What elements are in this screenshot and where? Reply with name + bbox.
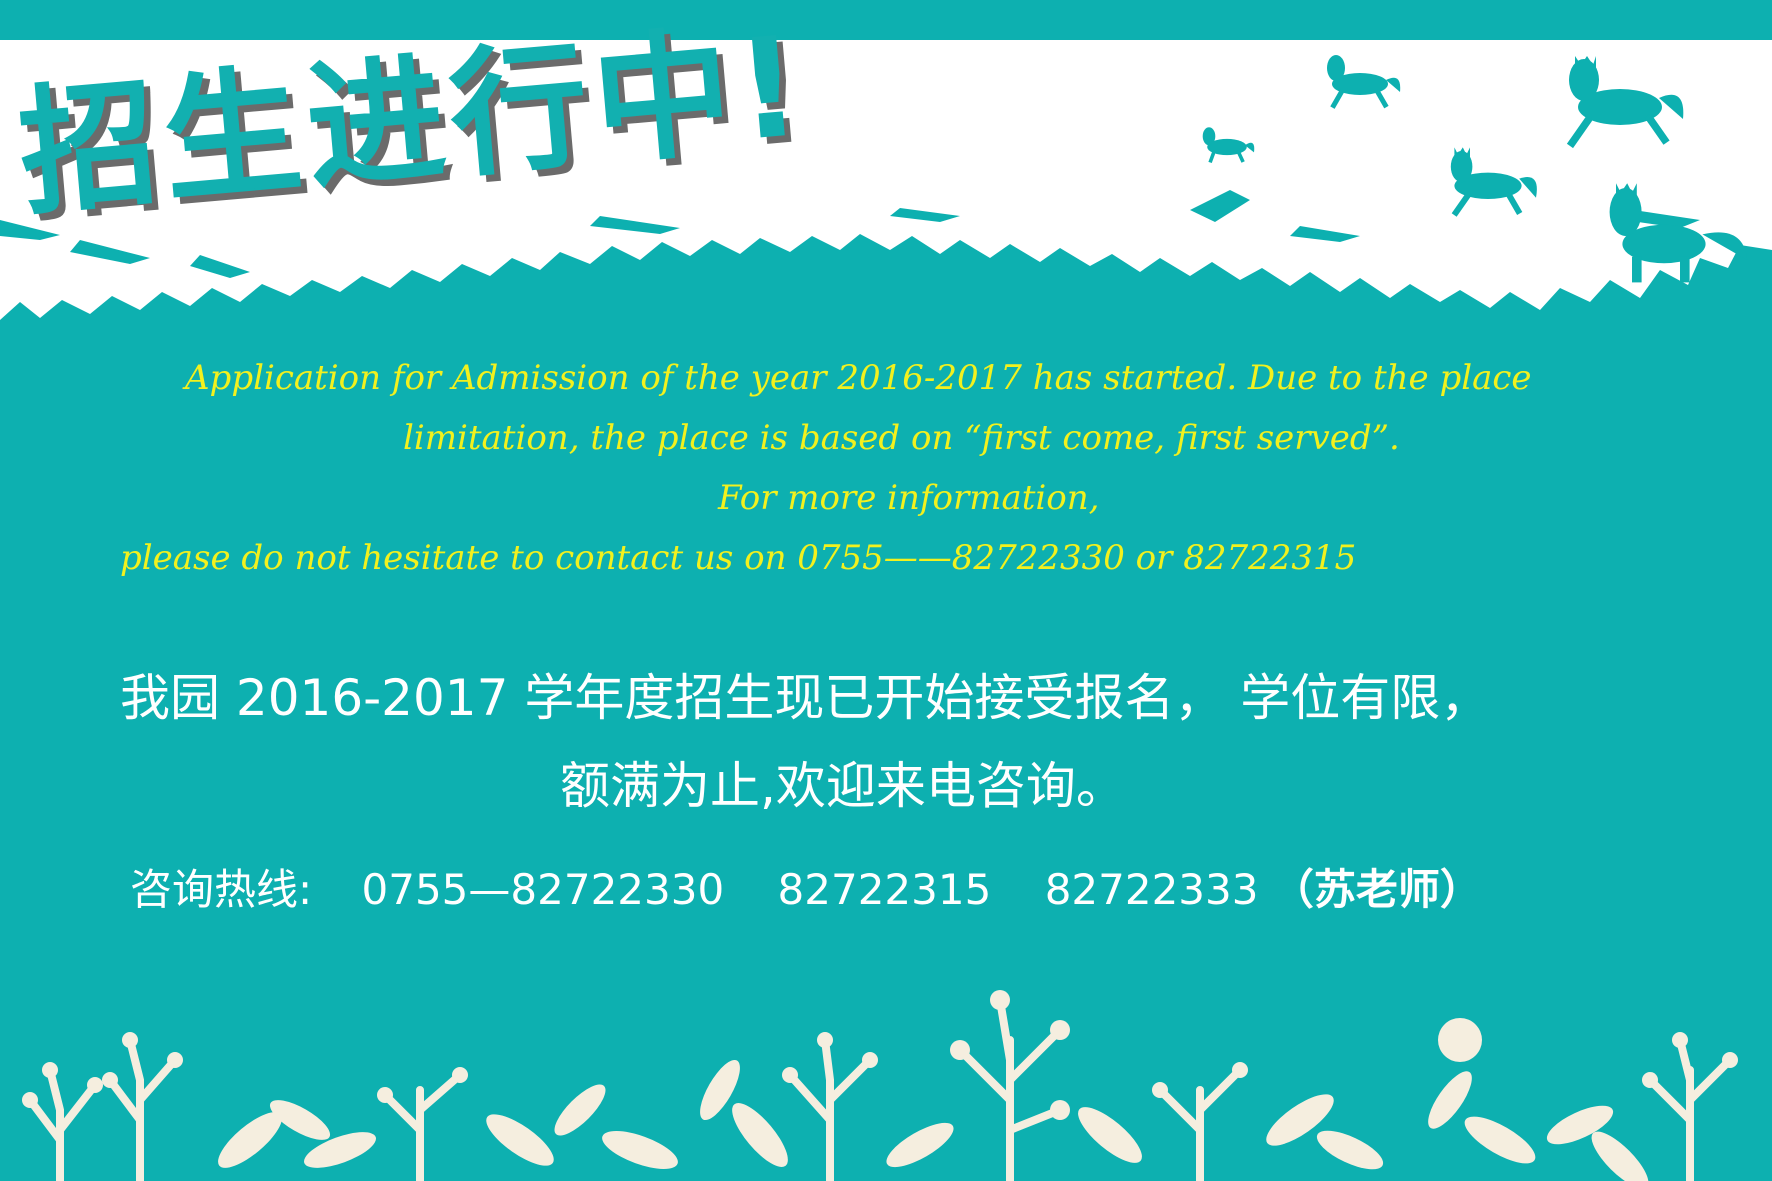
english-line-2: limitation, the place is based on “first… — [403, 418, 1400, 458]
hotline-phone-1: 0755—82722330 — [361, 865, 725, 914]
horse-silhouettes — [1202, 55, 1748, 283]
english-announcement: Application for Admission of the year 20… — [110, 348, 1690, 588]
leaf-branch-silhouettes — [22, 990, 1738, 1181]
chinese-announcement: 我园 2016-2017 学年度招生现已开始接受报名， 学位有限， 额满为止,欢… — [120, 660, 1680, 820]
english-line-1: Application for Admission of the year 20… — [185, 358, 1532, 398]
hotline-phone-2: 82722315 — [777, 865, 992, 914]
top-teal-band — [0, 0, 1772, 40]
hotline-row: 咨询热线: 0755—82722330 82722315 82722333 （苏… — [130, 860, 1690, 920]
horse-icon — [1327, 55, 1401, 109]
english-line-4: please do not hesitate to contact us on … — [120, 538, 1357, 578]
hotline-contact: （苏老师） — [1271, 865, 1482, 914]
horse-icon — [1609, 183, 1748, 283]
hotline-phone-3: 82722333 — [1044, 865, 1259, 914]
horse-icon — [1566, 56, 1684, 149]
hotline-label: 咨询热线: — [130, 865, 313, 914]
horse-icon — [1450, 147, 1537, 217]
english-line-3: For more information, — [718, 478, 1100, 518]
chinese-line-1: 我园 2016-2017 学年度招生现已开始接受报名， 学位有限， — [120, 669, 1491, 727]
chinese-line-2: 额满为止,欢迎来电咨询。 — [560, 757, 1126, 815]
horse-icon — [1202, 127, 1255, 164]
brush-stroke-white-area — [0, 40, 1772, 320]
